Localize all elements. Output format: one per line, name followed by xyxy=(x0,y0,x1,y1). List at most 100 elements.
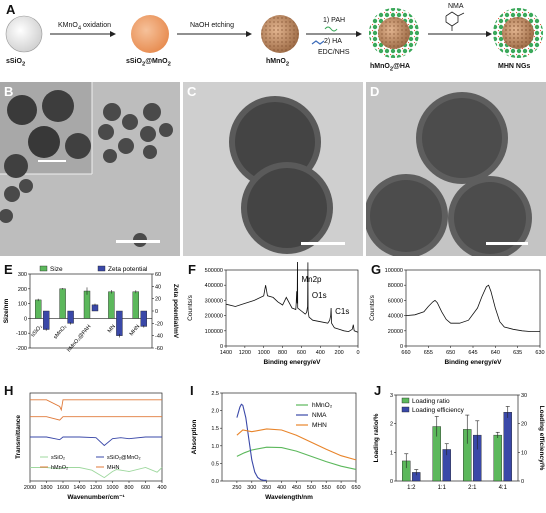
y-tick-label: 100000 xyxy=(385,268,403,274)
x-tick-label: 300 xyxy=(247,485,256,491)
legend-swatch xyxy=(39,265,48,272)
tem-image-b xyxy=(0,82,180,256)
ftir-line xyxy=(30,399,162,412)
x-tick-label: 645 xyxy=(468,350,477,356)
x-tick-label: 1200 xyxy=(90,485,102,491)
x-tick-label: 600 xyxy=(337,485,346,491)
legend-label: hMnO₂ xyxy=(312,402,333,409)
legend-swatch xyxy=(401,406,410,413)
x-tick-label: 800 xyxy=(278,350,287,356)
y-tick-label: 0 xyxy=(24,316,27,322)
y2-tick-label: -40 xyxy=(155,334,163,340)
plot-frame xyxy=(405,269,541,347)
ssio2-particle-icon xyxy=(5,15,43,53)
legend-label: Zeta potential xyxy=(108,266,148,273)
ha-chain-icon xyxy=(311,40,325,45)
panel-label-e: E xyxy=(4,262,13,277)
bar xyxy=(35,299,42,319)
plot-frame xyxy=(395,394,519,482)
plot-frame xyxy=(225,269,359,347)
legend-label: hMnO₂ xyxy=(51,465,68,471)
tem-image-d xyxy=(366,82,546,256)
category-label: sSiO₂ xyxy=(30,324,44,339)
bar xyxy=(493,434,502,482)
panel-label-f: F xyxy=(188,262,196,277)
ssio2-mno2-particle-icon xyxy=(131,15,169,53)
legend-swatch xyxy=(97,265,106,272)
x-tick-label: 450 xyxy=(292,485,301,491)
x-tick-label: 400 xyxy=(316,350,325,356)
bar xyxy=(140,310,148,327)
y-tick-label: 40000 xyxy=(388,314,403,320)
y-tick-label: 1 xyxy=(390,450,393,456)
plot-frame xyxy=(221,392,357,482)
x-axis-label: Wavelength/nm xyxy=(265,494,313,501)
y2-tick-label: -60 xyxy=(155,346,163,352)
x-tick-label: 1600 xyxy=(57,485,69,491)
category-label: sMnO₂ xyxy=(53,324,68,341)
x-tick-label: 1400 xyxy=(73,485,85,491)
x-tick-label: 630 xyxy=(535,350,544,356)
y-axis-label: Transmittance xyxy=(15,415,22,459)
y-tick-label: 1.0 xyxy=(211,444,219,450)
arrow-label-nma: NMA xyxy=(448,3,464,10)
x-tick-label: 600 xyxy=(297,350,306,356)
y-axis-label: Size/nm xyxy=(3,298,10,323)
arrow-label-ha: 2) HA xyxy=(324,38,342,45)
arrow-label-naoh: NaOH etching xyxy=(190,22,234,29)
x-tick-label: 500 xyxy=(307,485,316,491)
legend-label: MHN xyxy=(312,422,327,429)
category-label: hMnO₂@PAH xyxy=(66,324,92,354)
ftir-line xyxy=(30,467,163,479)
y2-tick-label: 60 xyxy=(155,272,161,278)
x-tick-label: 1400 xyxy=(220,350,232,356)
y-tick-label: 20000 xyxy=(388,329,403,335)
category-label: 1:2 xyxy=(407,485,416,491)
y2-tick-label: -20 xyxy=(155,321,163,327)
step-label-ssio2: sSiO2 xyxy=(6,58,26,68)
y-axis-label: Counts/s xyxy=(369,294,376,320)
panel-label-c: C xyxy=(187,84,197,99)
y2-tick-label: 0 xyxy=(521,479,524,485)
y-tick-label: -100 xyxy=(16,331,27,337)
y-tick-label: 1.5 xyxy=(211,426,219,432)
y-tick-label: 200000 xyxy=(205,314,223,320)
chart-f-xps-survey: 1400 1200 1000 800 600 400 200 0 500000 400000 300… xyxy=(187,262,360,366)
schematic-graphics xyxy=(5,8,543,58)
y-tick-label: 2.5 xyxy=(211,391,219,397)
y-tick-label: 100000 xyxy=(205,329,223,335)
panel-label-h: H xyxy=(4,383,14,398)
y-axis-label: Counts/s xyxy=(187,294,194,320)
category-label: 4:1 xyxy=(499,485,508,491)
step-label-mhn-ngs: MHN NGs xyxy=(498,63,531,70)
y-tick-label: -200 xyxy=(16,346,27,352)
bar xyxy=(67,310,74,324)
x-tick-label: 400 xyxy=(157,485,166,491)
ftir-line xyxy=(30,416,162,421)
step-label-ssio2-mno2: sSiO2@MnO2 xyxy=(126,58,171,68)
category-label: 1:1 xyxy=(438,485,447,491)
y-tick-label: 2.0 xyxy=(211,409,219,415)
x-axis-label: Wavenumber/cm⁻¹ xyxy=(67,494,124,501)
x-tick-label: 640 xyxy=(491,350,500,356)
ftir-line xyxy=(30,436,162,447)
y2-tick-label: 20 xyxy=(521,422,527,428)
y2-tick-label: 0 xyxy=(155,309,158,315)
panel-label-i: I xyxy=(190,383,194,398)
bar xyxy=(132,291,140,319)
bar xyxy=(108,291,115,319)
bar xyxy=(503,412,512,482)
arrow-label-edc-nhs: EDC/NHS xyxy=(318,49,350,56)
x-tick-label: 650 xyxy=(446,350,455,356)
y-tick-label: 80000 xyxy=(388,283,403,289)
x-tick-label: 1200 xyxy=(239,350,251,356)
x-tick-label: 635 xyxy=(513,350,522,356)
x-tick-label: 650 xyxy=(351,485,360,491)
panel-label-b: B xyxy=(4,84,14,99)
x-tick-label: 250 xyxy=(232,485,241,491)
bar xyxy=(116,310,123,336)
step-label-hmno2-ha: hMnO2@HA xyxy=(370,63,411,73)
x-tick-label: 1000 xyxy=(106,485,118,491)
x-axis-label: Binding energy/eV xyxy=(444,359,502,366)
panel-label-g: G xyxy=(371,262,382,277)
